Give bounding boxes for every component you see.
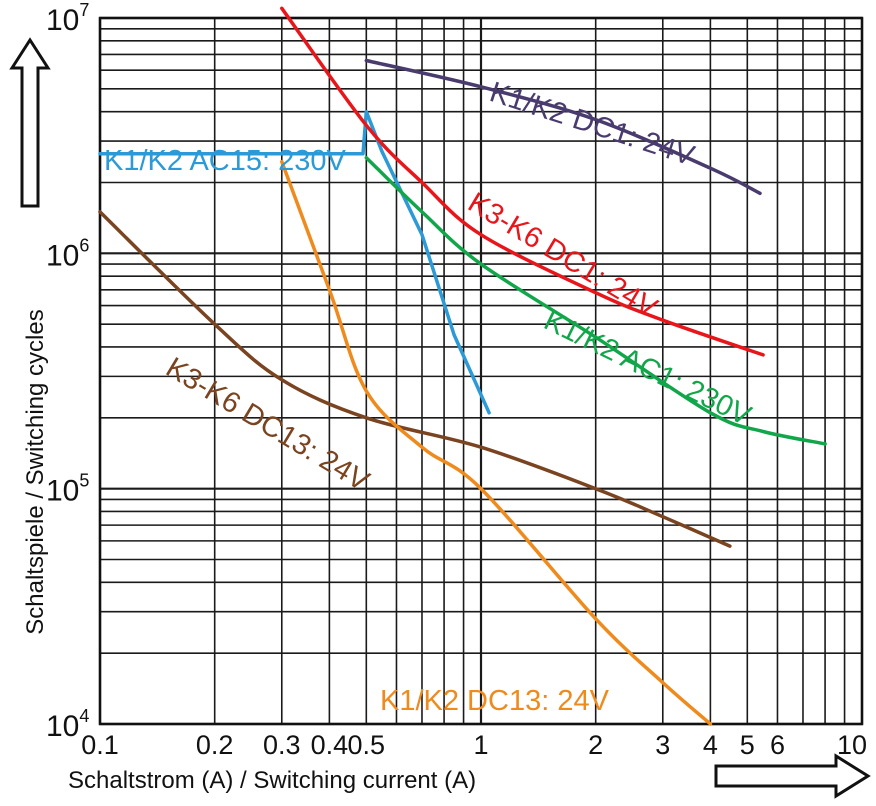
x-tick-label: 3 — [655, 730, 670, 760]
x-tick-label: 1 — [473, 730, 488, 760]
series-labels: K1/K2 DC1: 24V K1/K2 AC15: 230V K3-K6 DC1:… — [104, 76, 756, 717]
series-label-2: K3-K6 DC1: 24V — [462, 187, 663, 325]
x-axis-title: Schaltstrom (A) / Switching current (A) — [68, 767, 476, 794]
series-lines — [98, 6, 827, 726]
y-axis-title: Schaltspiele / Switching cycles — [22, 309, 49, 634]
x-axis-arrow-icon — [714, 753, 871, 799]
series-line-0 — [364, 58, 762, 196]
x-tick-label: 6 — [770, 730, 785, 760]
series-label-4: K3-K6 DC13: 24V — [160, 352, 375, 498]
x-tick-label: 0.2 — [196, 730, 234, 760]
y-axis-arrow-icon — [9, 37, 51, 208]
x-tick-label: 2 — [588, 730, 603, 760]
x-tick-label: 0.5 — [348, 730, 386, 760]
series-label-5: K1/K2 DC13: 24V — [380, 685, 610, 717]
x-tick-label: 4 — [703, 730, 718, 760]
series-line-4 — [98, 210, 732, 548]
y-tick-label: 105 — [46, 471, 89, 508]
plot-frame — [98, 16, 864, 726]
series-line-1 — [98, 109, 491, 415]
series-line-3 — [364, 155, 827, 446]
x-tick-label: 0.3 — [263, 730, 301, 760]
series-label-0: K1/K2 DC1: 24V — [486, 76, 699, 172]
x-tick-label: 0.1 — [81, 730, 119, 760]
y-tick-label: 107 — [46, 0, 89, 37]
series-line-2 — [280, 6, 765, 357]
series-label-1: K1/K2 AC15: 230V — [104, 145, 346, 177]
x-tick-label: 10 — [837, 730, 867, 760]
x-tick-label: 5 — [740, 730, 755, 760]
y-tick-label: 106 — [46, 235, 89, 272]
series-line-5 — [280, 159, 713, 726]
x-tick-label: 0.4 — [311, 730, 349, 760]
grid — [98, 16, 864, 726]
